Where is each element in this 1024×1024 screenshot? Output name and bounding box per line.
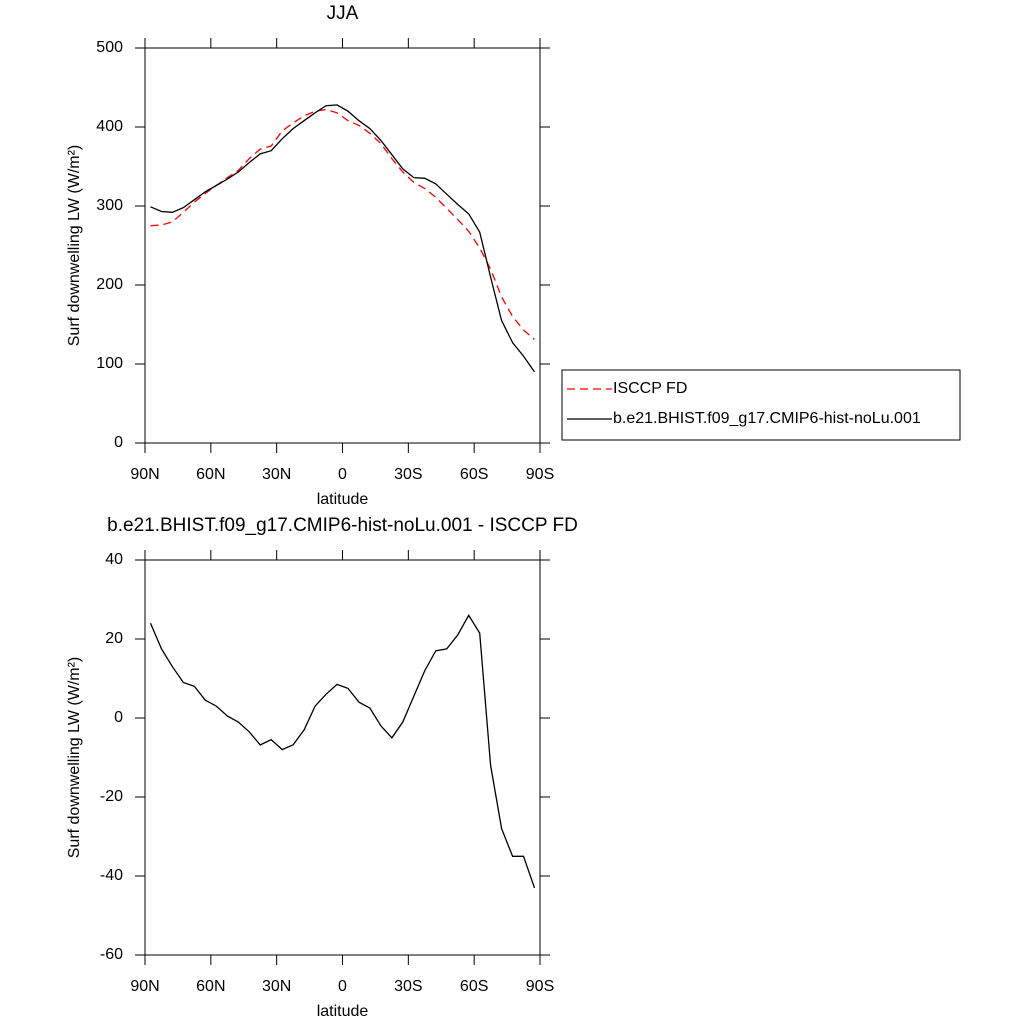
x-tick-label: 30S [394,466,422,483]
y-tick-label: -20 [100,788,123,805]
y-tick-label: -60 [100,946,123,963]
x-axis-label: latitude [317,491,369,508]
x-tick-label: 0 [338,466,347,483]
x-tick-label: 30S [394,978,422,995]
x-tick-label: 30N [262,978,291,995]
legend-label: ISCCP FD [613,380,687,397]
y-tick-label: 20 [105,630,123,647]
y-tick-label: 0 [114,434,123,451]
x-tick-label: 60S [460,466,488,483]
x-tick-label: 60S [460,978,488,995]
plot-frame [144,559,541,956]
y-tick-label: 200 [96,276,123,293]
y-tick-label: 400 [96,118,123,135]
x-axis-label: latitude [317,1003,369,1020]
y-axis-label: Surf downwelling LW (W/m²) [66,145,83,347]
y-tick-label: 100 [96,355,123,372]
chart-title: b.e21.BHIST.f09_g17.CMIP6-hist-noLu.001 … [107,515,578,536]
x-tick-label: 0 [338,978,347,995]
x-tick-label: 60N [196,466,225,483]
x-tick-label: 90N [130,466,159,483]
legend-box [561,369,961,441]
y-tick-label: 40 [105,551,123,568]
x-tick-label: 90S [526,978,554,995]
x-tick-label: 90S [526,466,554,483]
data-line [149,614,536,889]
plot-frame [144,47,541,444]
y-tick-label: 500 [96,39,123,56]
y-tick-label: 0 [114,709,123,726]
y-tick-label: -40 [100,867,123,884]
y-tick-label: 300 [96,197,123,214]
data-line [150,108,535,340]
x-tick-label: 90N [130,978,159,995]
x-tick-label: 30N [262,466,291,483]
x-tick-label: 60N [196,978,225,995]
legend-label: b.e21.BHIST.f09_g17.CMIP6-hist-noLu.001 [613,410,921,427]
chart-title: JJA [327,3,359,24]
data-line [150,104,536,373]
y-axis-label: Surf downwelling LW (W/m²) [66,657,83,859]
